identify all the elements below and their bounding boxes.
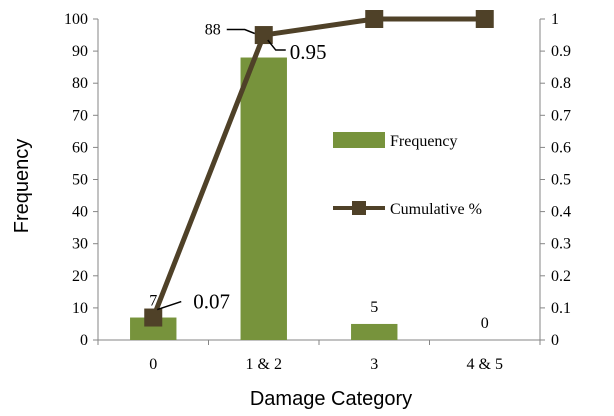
y2-tick-label: 0 <box>551 332 559 349</box>
cumulative-marker-0 <box>144 309 162 327</box>
y-tick-label: 0 <box>80 332 88 349</box>
y2-tick-label: 0.1 <box>551 300 571 317</box>
y2-tick-label: 0.7 <box>551 107 571 124</box>
bar-label: 5 <box>370 299 378 316</box>
y2-tick-label: 0.6 <box>551 139 571 156</box>
y-tick-label: 70 <box>72 107 88 124</box>
y-tick-label: 90 <box>72 43 88 60</box>
y2-tick-label: 0.9 <box>551 43 571 60</box>
legend-label-cumulative: Cumulative % <box>390 201 482 218</box>
y-tick-label: 30 <box>72 236 88 253</box>
x-axis-title: Damage Category <box>250 388 412 410</box>
line-label: 0.07 <box>193 290 230 314</box>
bar-series <box>130 58 397 340</box>
bar-label: 0 <box>481 315 489 332</box>
x-tick-label: 3 <box>370 356 378 373</box>
line-label: 0.95 <box>290 40 327 64</box>
bar-label-leader <box>227 30 255 34</box>
x-tick-label: 0 <box>149 356 157 373</box>
legend: Frequency Cumulative % <box>333 132 482 218</box>
y-tick-label: 50 <box>72 172 88 189</box>
y2-tick-label: 0.2 <box>551 268 571 285</box>
y2-tick-label: 0.4 <box>551 204 571 221</box>
legend-swatch-frequency <box>333 132 385 148</box>
y2-tick-label: 0.3 <box>551 236 571 253</box>
y-tick-label: 80 <box>72 75 88 92</box>
y-tick-label: 10 <box>72 300 88 317</box>
y-tick-label: 100 <box>64 11 88 28</box>
bar-2 <box>351 324 397 340</box>
cumulative-marker-3 <box>476 10 494 28</box>
legend-swatch-marker <box>352 201 366 215</box>
y-tick-label: 20 <box>72 268 88 285</box>
y2-tick-label: 0.8 <box>551 75 571 92</box>
y-tick-label: 60 <box>72 139 88 156</box>
x-tick-label: 4 & 5 <box>467 356 503 373</box>
data-labels: 7 88 5 0 0.07 0.95 <box>149 22 489 332</box>
y2-tick-label: 0.5 <box>551 172 571 189</box>
x-tick-label: 1 & 2 <box>246 356 282 373</box>
bar-label: 88 <box>205 22 221 39</box>
bar-label: 7 <box>149 293 157 310</box>
bar-1 <box>241 58 287 340</box>
y-axis-title: Frequency <box>11 139 33 234</box>
cumulative-marker-2 <box>365 10 383 28</box>
y2-tick-label: 1 <box>551 11 559 28</box>
y-tick-label: 40 <box>72 204 88 221</box>
cumulative-marker-1 <box>255 26 273 44</box>
legend-label-frequency: Frequency <box>390 133 458 150</box>
